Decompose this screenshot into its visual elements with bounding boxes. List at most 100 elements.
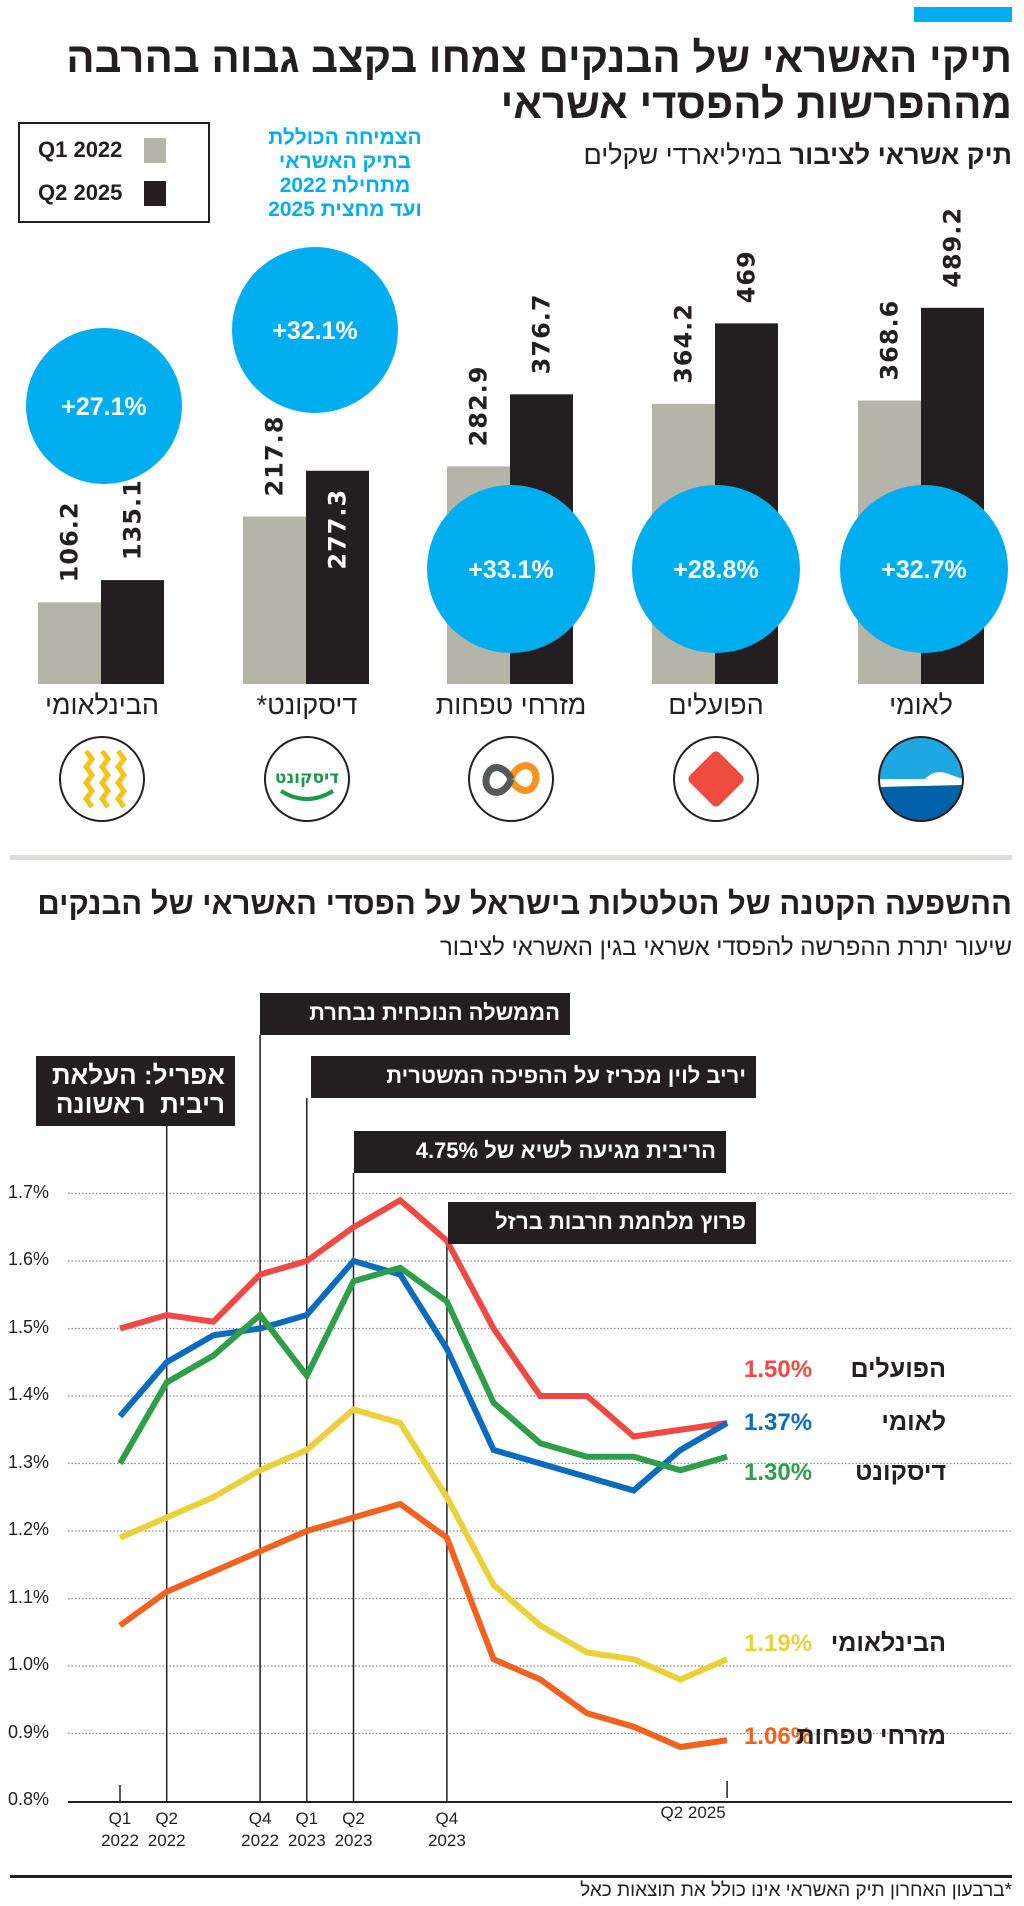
annotation-box: הממשלה הנוכחית נבחרת [260, 993, 570, 1035]
series-line-2 [117, 1264, 728, 1474]
annotation-box: אפריל: העלאת ריבית ראשונה [36, 1056, 235, 1126]
discount-wordmark: דיסקונט [275, 768, 339, 788]
y-tick-label: 1.0% [8, 1654, 50, 1674]
beinleumi-yellow-zigzag-icon [59, 736, 145, 822]
y-tick-label: 1.3% [8, 1451, 50, 1472]
growth-circle [427, 485, 595, 653]
x-tick-year: 2022 [241, 1831, 280, 1850]
growth-label: +27.1% [61, 393, 147, 421]
series-line-4 [118, 1500, 728, 1751]
series-name-label: לאומי [881, 1408, 946, 1436]
series-name-label: דיסקונט [855, 1458, 946, 1486]
logo-ring [878, 736, 964, 822]
mizrahi-orange-loop [507, 762, 540, 794]
legend-label: Q2 2025 [38, 180, 123, 205]
line-chart-subtitle: שיעור יתרת ההפרשה להפסדי אשראי בגין האשר… [439, 934, 1012, 961]
x-tick-quarter: Q1 [295, 1809, 319, 1828]
x-tick-year: 2023 [287, 1831, 326, 1850]
beinleumi-zigzag [82, 749, 96, 809]
logo-ring [468, 736, 554, 822]
bar-group-3: 217.8 277.3 [243, 416, 369, 684]
growth-circle [26, 328, 182, 484]
series-line-0 [119, 1196, 728, 1440]
bar-q1-2022 [38, 602, 101, 684]
logo-ring [673, 736, 759, 822]
y-tick-label: 1.4% [8, 1384, 50, 1404]
x-tick-year: 2022 [147, 1831, 186, 1850]
series-line-1 [117, 1257, 729, 1494]
x-tick-year: 2023 [427, 1831, 466, 1850]
growth-circle [632, 485, 800, 653]
bar-value-label: 364.2 [670, 303, 698, 384]
annotation-text: אפריל: העלאת [51, 1060, 225, 1090]
x-tick-label: Q4 2022 [241, 1808, 279, 1852]
x-tick-label: Q2 2025 [660, 1802, 725, 1824]
series-end-value: 1.30% [744, 1459, 813, 1486]
bar-value-label: 368.6 [876, 300, 904, 381]
growth-label: +32.1% [272, 317, 358, 345]
x-tick-label: Q1 2023 [288, 1808, 326, 1852]
annotation-text: הממשלה הנוכחית נבחרת [309, 1000, 560, 1025]
x-tick-quarter: Q2 2025 [660, 1803, 726, 1822]
y-tick-label: 1.6% [8, 1249, 50, 1269]
y-tick-label: 0.8% [8, 1789, 50, 1809]
y-tick-label: 1.7% [8, 1181, 50, 1202]
series-end-value: 1.19% [744, 1630, 813, 1657]
y-tick-label: 0.9% [8, 1721, 50, 1742]
series-end-value: 1.37% [744, 1409, 813, 1436]
bar-value-label: 217.8 [261, 416, 289, 497]
annotation-box: יריב לוין מכריז על ההפיכה המשטרית [311, 1056, 756, 1098]
annotation-text: יריב לוין מכריז על ההפיכה המשטרית [386, 1063, 746, 1088]
growth-label: +28.8% [673, 556, 759, 584]
poalim-diamond [688, 751, 744, 807]
line-chart-title: ההשפעה הקטנה של הטלטלות בישראל על הפסדי … [37, 886, 1012, 921]
legend: Q1 2022 Q2 2025 [18, 122, 210, 223]
annotation-text: הריבית מגיעה לשיא של 4.75% [415, 1138, 716, 1163]
y-tick-label: 1.2% [8, 1519, 50, 1539]
subtitle-regular: במיליארדי שקלים [583, 140, 783, 170]
page-title-line2: מההפרשות להפסדי אשראי [500, 80, 1012, 127]
bar-value-label: 469 [733, 250, 761, 303]
discount-arc [279, 789, 335, 801]
x-tick-quarter: Q4 [435, 1809, 459, 1828]
growth-label: +32.7% [881, 556, 967, 584]
series-end-value: 1.50% [744, 1356, 813, 1383]
x-tick-label: Q2 2022 [148, 1808, 186, 1852]
bank-name-label: דיסקונט* [256, 690, 358, 720]
growth-circle [840, 485, 1008, 653]
annotation-text: פרוץ מלחמת חרבות ברזל [495, 1209, 746, 1234]
growth-label: +33.1% [468, 556, 554, 584]
legend-item-q2-2025: Q2 2025 [38, 180, 167, 206]
growth-note: הצמיחה הכוללת בתיק האשראי מתחילת 2022 וע… [250, 126, 440, 222]
x-tick-label: Q4 2023 [428, 1808, 466, 1852]
series-name-label: מזרחי טפחות [796, 1722, 946, 1750]
series-line-3 [118, 1406, 729, 1683]
bar-q2-2025 [306, 470, 369, 684]
poalim-red-diamond-icon [673, 736, 759, 822]
y-tick-label: 1.5% [8, 1316, 50, 1337]
growth-note-line: ועד מחצית 2025 [268, 198, 422, 221]
logo-ring [59, 736, 145, 822]
mizrahi-infinity-icon [468, 736, 554, 822]
bank-name-label: הפועלים [668, 690, 764, 720]
page-title-line1: תיקי האשראי של הבנקים צמחו בקצב גבוה בהר… [66, 34, 1012, 81]
bar-value-label: 489.2 [939, 207, 967, 288]
footnote: *ברבעון האחרון תיק האשראי אינו כולל את ת… [580, 1880, 1012, 1901]
growth-note-line: בתיק האשראי [278, 150, 412, 173]
bar-q1-2022 [243, 516, 306, 684]
x-tick-quarter: Q2 [155, 1809, 179, 1828]
leumi-wave [879, 772, 963, 787]
bar-value-label: 277.3 [324, 489, 352, 570]
growth-note-line: הצמיחה הכוללת [268, 126, 422, 149]
legend-label: Q1 2022 [38, 137, 123, 162]
x-tick-year: 2023 [334, 1831, 373, 1850]
x-tick-year: 2022 [101, 1831, 139, 1850]
annotation-box: פרוץ מלחמת חרבות ברזל [448, 1202, 756, 1244]
bar-value-label: 106.2 [56, 501, 84, 582]
mizrahi-gray-loop [482, 764, 515, 796]
bar-chart: 368.6 489.2 364.2 469 282.9 376.7 217.8 277.3 10… [26, 207, 1008, 822]
x-tick-quarter: Q4 [248, 1809, 272, 1828]
x-tick-quarter: Q2 [342, 1809, 365, 1828]
series-name-label: הבינלאומי [830, 1629, 946, 1657]
